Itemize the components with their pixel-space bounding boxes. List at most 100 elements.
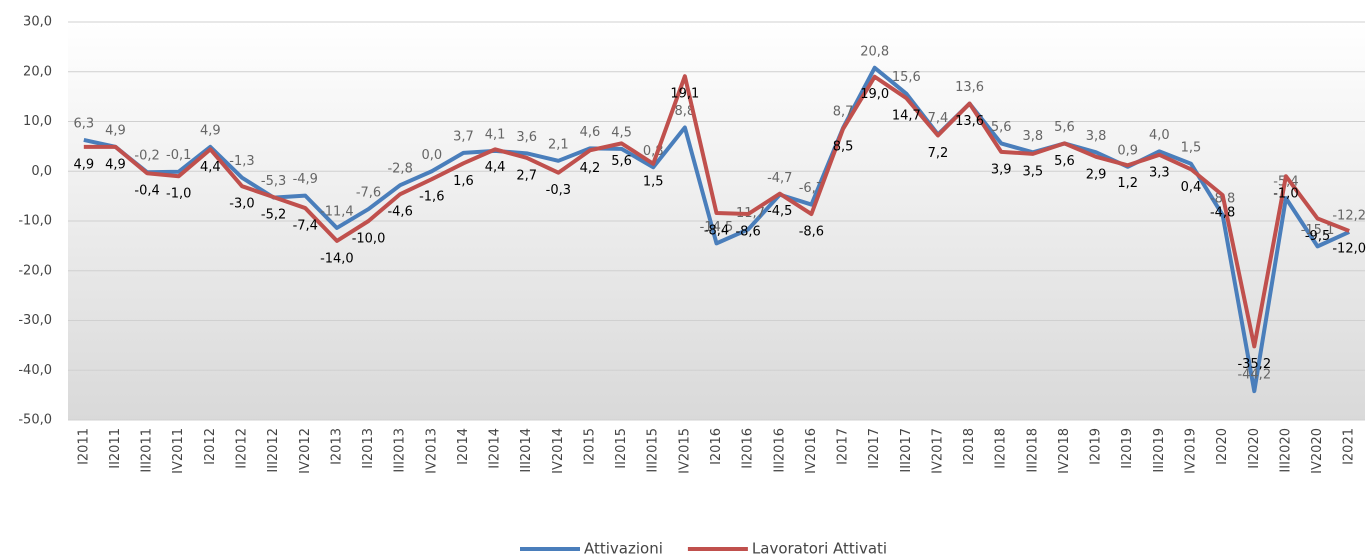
data-label: -0,3 <box>546 183 571 198</box>
data-label: -12,0 <box>1332 241 1366 256</box>
y-tick-label: 0,0 <box>31 164 52 179</box>
data-label: 7,2 <box>928 146 949 161</box>
x-tick-label: I2019 <box>1089 428 1104 465</box>
data-label: -14,0 <box>320 251 354 266</box>
data-label: 4,1 <box>485 127 506 142</box>
data-label: -12,2 <box>1332 208 1366 223</box>
x-tick-label: III2014 <box>519 428 534 473</box>
y-tick-label: -30,0 <box>18 313 52 328</box>
x-tick-label: II2017 <box>867 428 882 469</box>
data-label: 5,6 <box>991 120 1012 135</box>
data-label: -4,5 <box>767 204 792 219</box>
data-label: 0,0 <box>421 148 442 163</box>
data-label: -10,0 <box>352 232 386 247</box>
data-label: 13,6 <box>955 80 984 95</box>
data-label: 4,5 <box>611 125 632 140</box>
data-label: 0,9 <box>1117 143 1138 158</box>
x-tick-label: I2018 <box>962 428 977 465</box>
x-tick-label: I2020 <box>1215 428 1230 465</box>
data-label: 2,1 <box>548 137 569 152</box>
x-tick-label: IV2017 <box>930 428 945 474</box>
data-label: -9,5 <box>1305 229 1330 244</box>
x-tick-label: III2020 <box>1278 428 1293 473</box>
x-tick-label: IV2014 <box>551 428 566 474</box>
data-label: -8,6 <box>799 225 824 240</box>
x-tick-label: III2011 <box>140 428 155 473</box>
data-label: 4,0 <box>1149 128 1170 143</box>
data-label: 4,9 <box>105 157 126 172</box>
data-label: -8,4 <box>704 224 729 239</box>
data-label: -5,2 <box>261 208 286 223</box>
data-label: -11,4 <box>320 204 354 219</box>
x-tick-label: I2014 <box>456 428 471 465</box>
x-tick-label: I2016 <box>709 428 724 465</box>
data-label: 4,9 <box>105 123 126 138</box>
x-tick-label: II2020 <box>1247 428 1262 469</box>
x-tick-label: IV2011 <box>171 428 186 474</box>
legend-label: Attivazioni <box>584 540 663 558</box>
data-label: 1,5 <box>643 174 664 189</box>
data-label: -35,2 <box>1237 357 1271 372</box>
data-label: 14,7 <box>892 109 921 124</box>
data-label: 2,7 <box>516 168 537 183</box>
data-label: 4,2 <box>580 161 601 176</box>
y-tick-label: -50,0 <box>18 413 52 428</box>
x-tick-label: III2017 <box>899 428 914 473</box>
data-label: 5,6 <box>611 154 632 169</box>
data-label: -15,1 <box>1301 223 1335 238</box>
data-label: 2,9 <box>1086 167 1107 182</box>
data-label: -5,3 <box>261 174 286 189</box>
data-label: 4,9 <box>73 157 94 172</box>
x-tick-label: II2013 <box>361 428 376 469</box>
data-label: -2,8 <box>387 162 412 177</box>
x-tick-label: IV2013 <box>424 428 439 474</box>
series-line <box>83 74 1350 349</box>
data-label: 4,6 <box>580 125 601 140</box>
x-tick-label: IV2012 <box>298 428 313 474</box>
x-tick-label: I2021 <box>1342 428 1357 465</box>
y-tick-label: -10,0 <box>18 214 52 229</box>
data-label: 1,2 <box>1117 176 1138 191</box>
data-label: 1,6 <box>453 174 474 189</box>
y-tick-label: 30,0 <box>23 15 52 30</box>
y-tick-label: -40,0 <box>18 363 52 378</box>
x-tick-label: II2016 <box>741 428 756 469</box>
data-label: 3,8 <box>1086 129 1107 144</box>
data-label: 0,4 <box>1181 180 1202 195</box>
data-label: 13,6 <box>955 114 984 129</box>
legend-label: Lavoratori Attivati <box>752 540 887 558</box>
x-tick-label: II2011 <box>108 428 123 469</box>
data-label: -8,6 <box>735 225 760 240</box>
x-tick-label: II2012 <box>234 428 249 469</box>
data-label: 8,7 <box>833 104 854 119</box>
x-tick-label: I2017 <box>836 428 851 465</box>
x-tick-label: I2015 <box>582 428 597 465</box>
x-tick-label: III2012 <box>266 428 281 473</box>
data-label: 3,5 <box>1022 164 1043 179</box>
data-label: -1,6 <box>419 190 444 205</box>
data-label: 4,4 <box>200 160 221 175</box>
x-tick-label: I2011 <box>76 428 91 465</box>
x-tick-label: III2015 <box>646 428 661 473</box>
y-tick-label: -20,0 <box>18 263 52 278</box>
x-tick-label: III2016 <box>772 428 787 473</box>
data-label: -44,2 <box>1237 368 1271 383</box>
data-label: 3,6 <box>516 130 537 145</box>
x-tick-label: III2019 <box>1152 428 1167 473</box>
data-label: -4,9 <box>293 172 318 187</box>
data-label: 19,1 <box>670 87 699 102</box>
data-label: 5,6 <box>1054 154 1075 169</box>
data-label: 7,4 <box>928 111 949 126</box>
x-tick-label: III2018 <box>1025 428 1040 473</box>
data-label: -1,3 <box>229 154 254 169</box>
data-label: -1,0 <box>1273 187 1298 202</box>
x-tick-label: II2019 <box>1120 428 1135 469</box>
data-label: -4,6 <box>387 205 412 220</box>
x-tick-label: I2012 <box>203 428 218 465</box>
data-label: -7,4 <box>293 219 318 234</box>
data-label: -0,1 <box>166 148 191 163</box>
y-tick-label: 10,0 <box>23 114 52 129</box>
data-label: -1,0 <box>166 187 191 202</box>
data-label: -4,7 <box>767 171 792 186</box>
